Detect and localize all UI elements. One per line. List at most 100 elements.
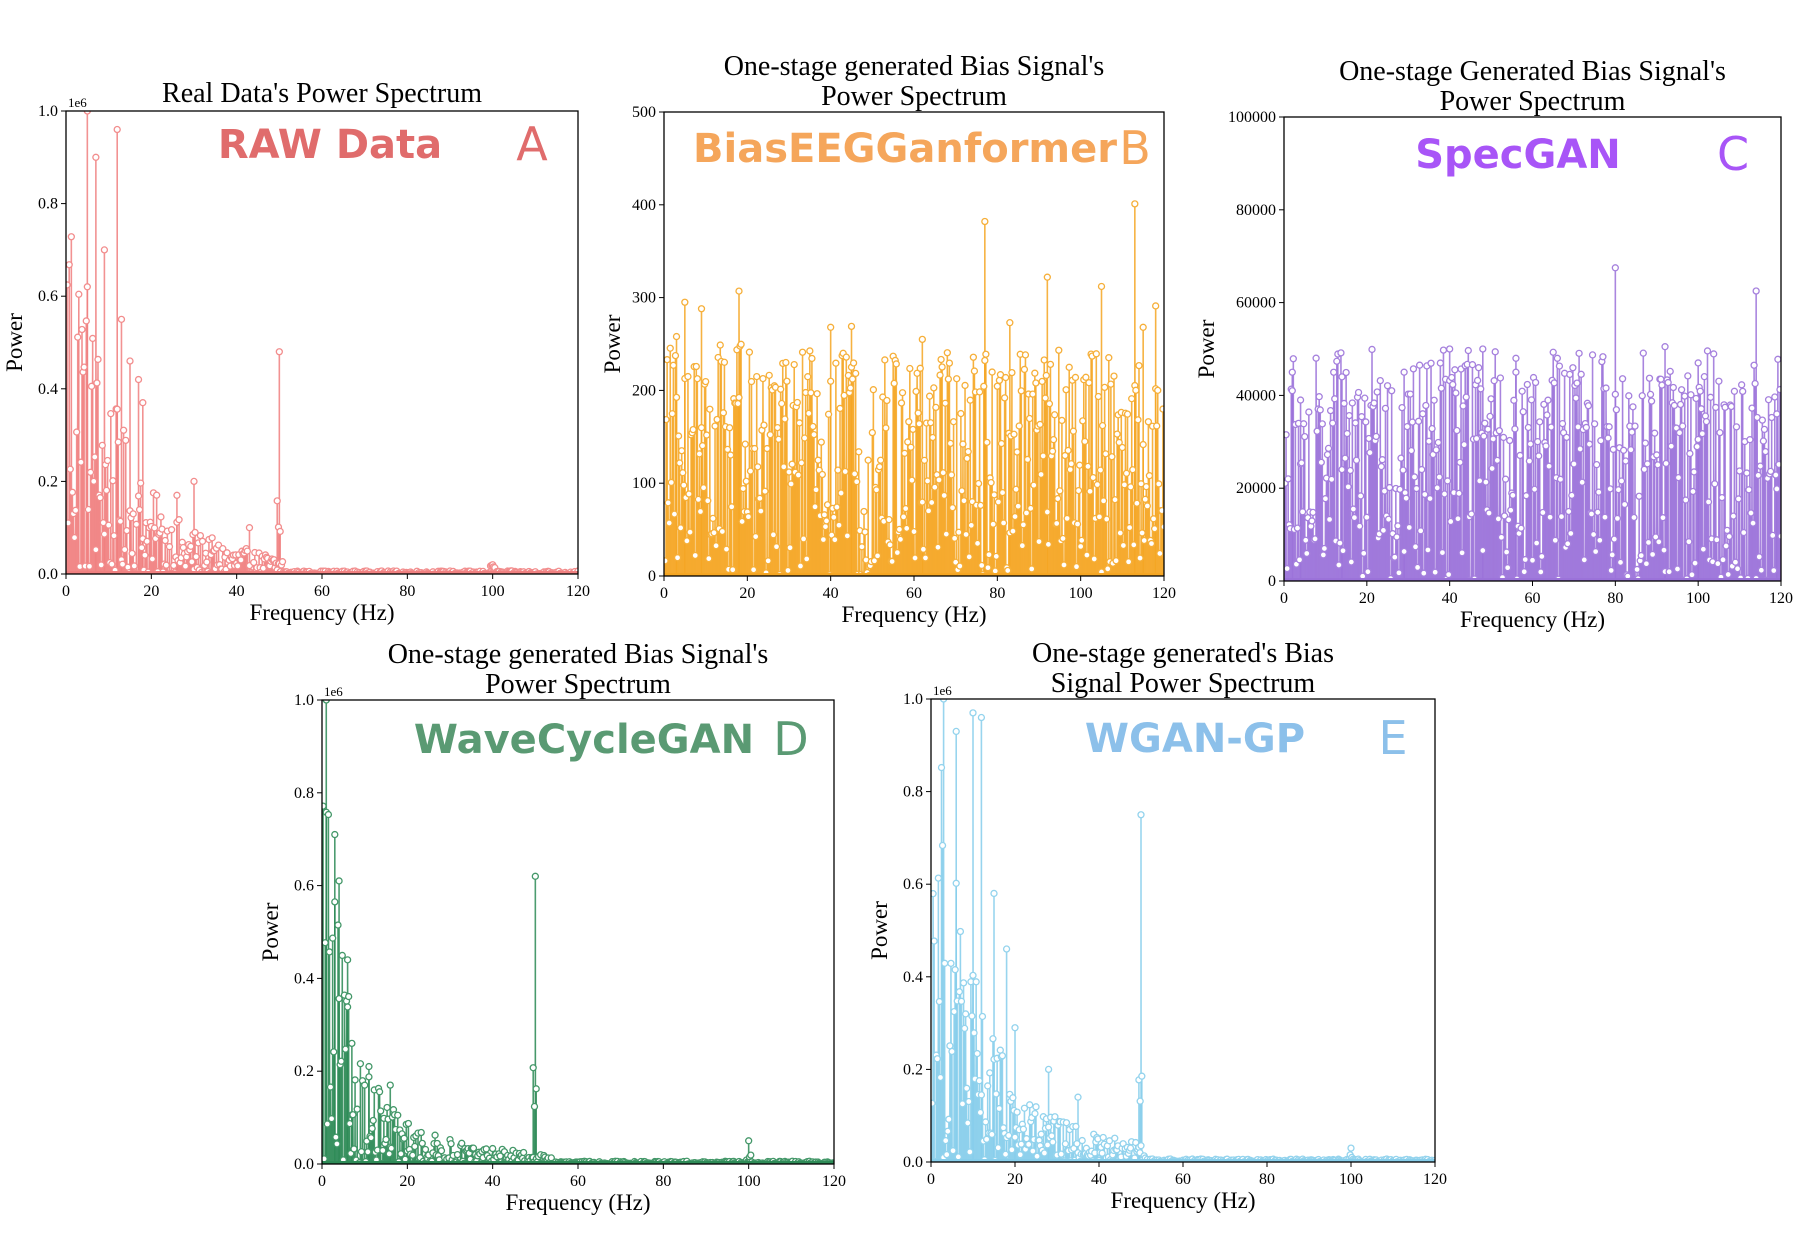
stem-marker [1434, 438, 1442, 447]
stem-marker [68, 488, 77, 496]
stem-marker [1694, 435, 1702, 444]
chart-title: Power Spectrum [485, 669, 671, 700]
stem-marker [404, 1119, 413, 1128]
stem-marker [1482, 478, 1490, 486]
stem-marker [1580, 556, 1588, 564]
stem-marker [821, 522, 830, 531]
x-tick-label: 100 [481, 583, 505, 600]
stem-marker [1081, 437, 1089, 446]
stem-marker [1522, 492, 1530, 500]
stem-marker [962, 530, 970, 539]
stem-marker [790, 360, 798, 369]
stem-marker [964, 1119, 972, 1127]
stem-marker [1057, 1150, 1065, 1158]
stem-marker [1587, 510, 1596, 518]
stem-marker [1092, 350, 1100, 358]
stem-marker [984, 564, 992, 572]
stem-marker [908, 476, 916, 484]
stem-marker [1616, 558, 1625, 566]
x-tick-label: 80 [399, 583, 415, 600]
stem-marker [1385, 483, 1394, 492]
stem-marker [1776, 385, 1781, 394]
stem-marker [675, 459, 684, 467]
stem-marker [1380, 487, 1389, 495]
stem-marker [1410, 473, 1419, 481]
stem-marker [338, 951, 346, 960]
stem-marker [785, 468, 793, 476]
stem-marker [744, 513, 753, 521]
x-tick-label: 80 [1607, 590, 1623, 607]
stem-marker [139, 399, 147, 407]
stem-marker [1025, 1140, 1033, 1149]
stem-marker [949, 1147, 957, 1155]
stem-marker [1669, 383, 1677, 392]
stem-marker [1077, 542, 1085, 551]
stem-marker [882, 424, 890, 432]
stem-marker [348, 1039, 356, 1048]
stem-marker [763, 444, 771, 453]
stem-marker [1064, 446, 1072, 455]
stem-marker [1059, 534, 1067, 543]
stem-marker [1542, 442, 1550, 450]
stem-marker [1569, 364, 1577, 372]
stem-marker [1128, 395, 1136, 403]
stem-marker [937, 355, 945, 364]
stem-marker [989, 1035, 997, 1043]
stem-marker [1372, 432, 1380, 441]
stem-marker [1078, 1136, 1086, 1145]
stem-marker [1642, 560, 1651, 568]
stem-marker [920, 456, 929, 464]
stem-marker [108, 560, 116, 568]
stem-marker [749, 566, 758, 574]
stem-marker [1657, 375, 1665, 383]
stem-marker [1540, 400, 1548, 409]
stem-marker [977, 501, 985, 510]
stem-marker [73, 428, 81, 436]
x-axis-label: Frequency (Hz) [506, 1190, 651, 1215]
stem-marker [1366, 448, 1374, 457]
stem-marker [935, 476, 943, 484]
stem-marker [1337, 349, 1345, 357]
stem-marker [1340, 399, 1348, 408]
stem-marker [977, 1091, 986, 1099]
stem-marker [364, 1148, 372, 1156]
stem-marker [1489, 435, 1497, 443]
stem-marker [1364, 568, 1372, 576]
stem-marker [913, 369, 921, 377]
stem-marker [1566, 370, 1574, 379]
stem-marker [930, 384, 938, 392]
stem-marker [1288, 368, 1296, 376]
y-tick-label: 40000 [1236, 387, 1276, 404]
stem-marker [958, 1100, 967, 1108]
stem-marker [167, 526, 176, 534]
chart-title: One-stage generated Bias Signal's [388, 639, 769, 670]
stem-marker [1130, 541, 1138, 549]
stem-marker [870, 557, 879, 565]
stem-marker [963, 1084, 971, 1092]
stem-marker [904, 438, 912, 446]
stem-marker [1734, 495, 1743, 503]
stem-marker [1539, 508, 1547, 517]
stem-marker [963, 454, 971, 463]
stem-marker [728, 503, 736, 511]
x-tick-label: 0 [660, 585, 668, 602]
stem-marker [1490, 377, 1498, 385]
x-tick-label: 20 [143, 583, 159, 600]
stem-marker [1747, 509, 1755, 517]
y-exponent-label: 1e6 [68, 95, 87, 110]
stem-marker [1085, 379, 1093, 387]
stem-marker [1326, 406, 1335, 415]
stem-marker [957, 409, 965, 418]
stem-marker [1042, 371, 1050, 380]
stem-marker [1300, 420, 1308, 428]
stem-marker [1427, 359, 1435, 367]
stem-marker [123, 526, 131, 535]
plot-area [931, 699, 1435, 1162]
stem-marker [332, 1133, 340, 1141]
stem-marker [999, 1124, 1008, 1132]
panel-letter-label: B [1119, 121, 1151, 175]
stem-marker [860, 507, 868, 516]
stem-marker [729, 566, 737, 574]
stem-marker [1138, 1072, 1146, 1080]
stem-marker [824, 410, 833, 418]
